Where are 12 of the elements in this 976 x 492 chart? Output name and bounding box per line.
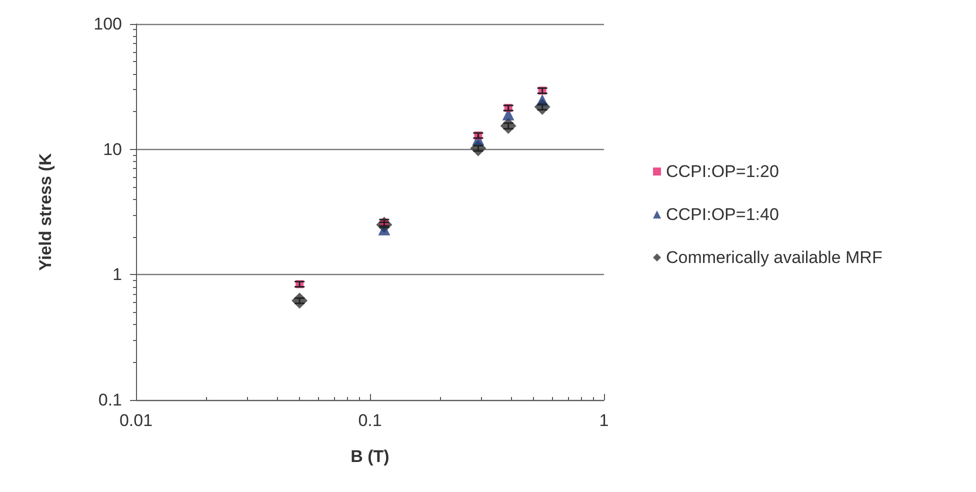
y-tick-label: 0.1 [98,390,122,410]
legend-label: Commerically available MRF [666,248,882,267]
y-axis-title: Yield stress (K [36,152,55,271]
x-tick-label: 1 [599,411,609,430]
legend-label: CCPI:OP=1:40 [666,205,779,224]
legend-label: CCPI:OP=1:20 [666,162,779,181]
x-tick-label: 0.1 [358,411,382,430]
y-tick-label: 1 [112,265,122,284]
y-tick-label: 100 [94,14,122,34]
x-tick-label: 0.01 [119,411,153,430]
y-tick-label: 10 [103,140,122,159]
x-axis-title: B (T) [350,447,390,466]
